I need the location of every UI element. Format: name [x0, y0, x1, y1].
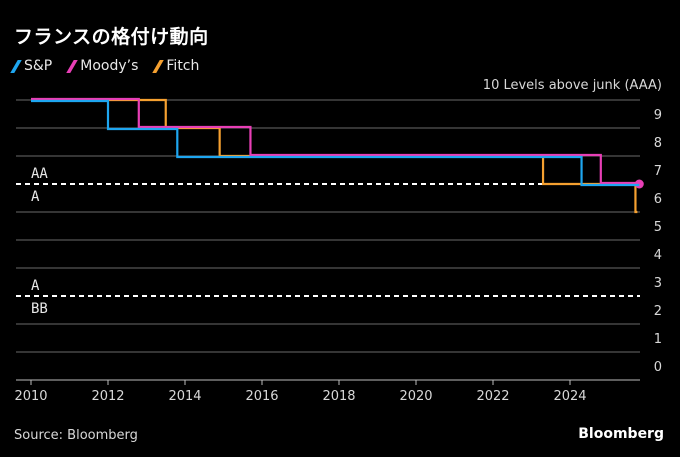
y-axis-label: 10 Levels above junk (AAA) [482, 78, 662, 93]
y-tick-label: 7 [654, 164, 662, 179]
legend-item-sp: S&P [10, 58, 53, 74]
legend-item-moodys: Moody’s [66, 58, 139, 74]
x-tick-label: 2016 [245, 389, 278, 404]
y-tick-label: 3 [654, 276, 662, 291]
threshold-label-below: BB [31, 301, 48, 317]
y-tick-label: 9 [654, 108, 662, 123]
threshold-label-above: A [31, 278, 40, 294]
source-note: Source: Bloomberg [14, 428, 138, 443]
series-line-sp [31, 99, 640, 187]
series-line-moodys [31, 97, 640, 185]
threshold-label-below: A [31, 189, 40, 205]
y-tick-label: 5 [654, 220, 662, 235]
legend-item-fitch: Fitch [152, 58, 200, 74]
x-tick-label: 2014 [168, 389, 201, 404]
threshold-label-above: AA [31, 166, 48, 182]
y-tick-label: 4 [654, 248, 662, 263]
y-tick-label: 2 [654, 304, 662, 319]
x-tick-label: 2022 [476, 389, 509, 404]
y-tick-label: 1 [654, 332, 662, 347]
x-tick-label: 2012 [91, 389, 124, 404]
y-tick-label: 0 [654, 360, 662, 375]
y-tick-label: 8 [654, 136, 662, 151]
chart-title: フランスの格付け動向 [14, 26, 209, 48]
legend: S&P Moody’s Fitch [10, 58, 200, 74]
legend-label-moodys: Moody’s [80, 58, 139, 74]
x-tick-label: 2010 [14, 389, 47, 404]
x-tick-label: 2024 [553, 389, 586, 404]
legend-label-fitch: Fitch [166, 58, 200, 74]
legend-label-sp: S&P [24, 58, 53, 74]
x-tick-label: 2020 [399, 389, 432, 404]
x-tick-label: 2018 [322, 389, 355, 404]
brand-logo: Bloomberg [578, 426, 664, 442]
y-tick-label: 6 [654, 192, 662, 207]
